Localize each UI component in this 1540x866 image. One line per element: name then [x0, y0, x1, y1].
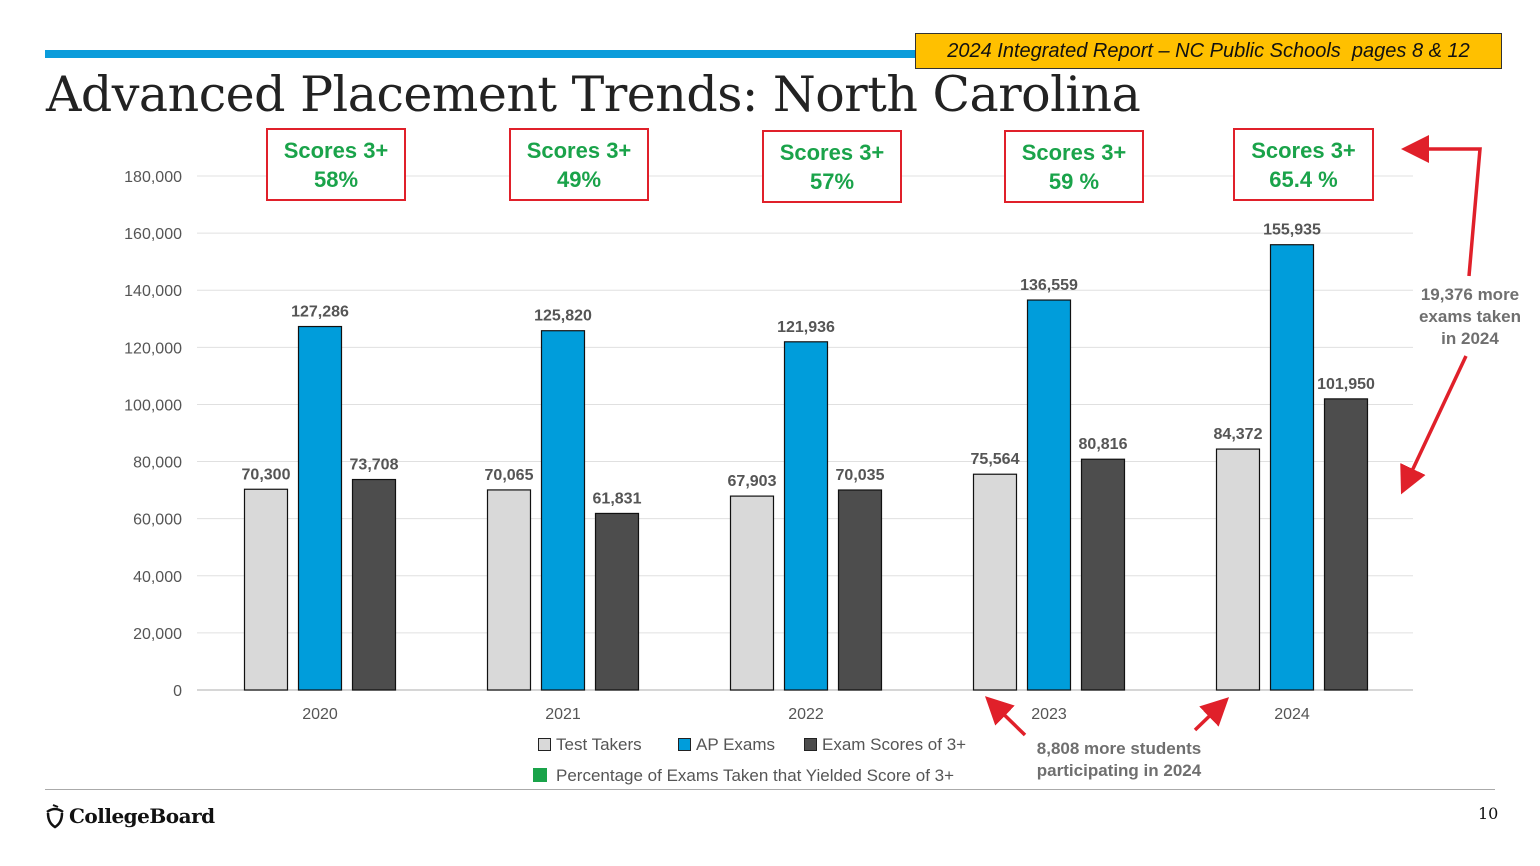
acorn-icon — [46, 804, 64, 829]
x-tick-label: 2021 — [545, 706, 581, 723]
arrow-to-2023-takers — [984, 696, 1027, 737]
y-tick-label: 160,000 — [124, 226, 182, 243]
data-label: 125,820 — [534, 308, 592, 325]
legend-label: Exam Scores of 3+ — [822, 735, 967, 754]
bar — [243, 488, 289, 691]
data-label: 84,372 — [1214, 426, 1263, 443]
score-box-value: 58% — [313, 166, 359, 192]
students-increase-annotation: 8,808 more students participating in 202… — [1024, 738, 1214, 782]
legend-item-ap-exams: AP Exams — [678, 735, 775, 755]
y-tick-label: 100,000 — [124, 397, 182, 414]
data-label: 101,950 — [1317, 376, 1375, 393]
score-box-label: Scores 3+ — [283, 137, 389, 163]
exams-increase-annotation: 19,376 more exams taken in 2024 — [1406, 284, 1534, 350]
bar — [783, 341, 829, 691]
score-box-value: 59 % — [1048, 168, 1100, 194]
bars — [243, 244, 1369, 691]
score-box-label: Scores 3+ — [526, 137, 632, 163]
bar — [1215, 448, 1261, 691]
data-label: 80,816 — [1079, 436, 1128, 453]
bar — [837, 489, 883, 691]
bar — [486, 489, 532, 691]
y-tick-label: 0 — [173, 683, 182, 700]
score-box-2021: Scores 3+ 49% — [509, 128, 649, 201]
score-box-2020: Scores 3+ 58% — [266, 128, 406, 201]
data-label: 70,300 — [242, 466, 291, 483]
x-tick-label: 2020 — [302, 706, 338, 723]
annotation-line: 19,376 more — [1420, 285, 1520, 304]
score-box-label: Scores 3+ — [1021, 139, 1127, 165]
score-box-2023: Scores 3+ 59 % — [1004, 130, 1144, 203]
score-box-label: Scores 3+ — [779, 139, 885, 165]
y-tick-label: 20,000 — [133, 626, 182, 643]
data-label: 61,831 — [593, 490, 642, 507]
annotation-line: 8,808 more students — [1036, 739, 1202, 758]
score-box-value: 65.4 % — [1269, 166, 1338, 192]
data-label: 121,936 — [777, 319, 835, 336]
x-axis-ticks: 2020 2021 2022 2023 2024 — [302, 706, 1310, 723]
footer-divider — [45, 789, 1495, 790]
legend-swatch — [533, 768, 547, 782]
y-tick-label: 120,000 — [124, 340, 182, 357]
data-label: 75,564 — [971, 451, 1020, 468]
annotation-arrows — [984, 135, 1482, 737]
logo-text: CollegeBoard — [69, 804, 215, 828]
y-tick-label: 180,000 — [124, 169, 182, 186]
page-title: Advanced Placement Trends: North Carolin… — [46, 66, 1141, 123]
bar — [1269, 244, 1315, 691]
annotation-line: participating in 2024 — [1036, 761, 1202, 780]
page-number: 10 — [1478, 804, 1499, 823]
legend-item-percentage: Percentage of Exams Taken that Yielded S… — [533, 766, 954, 786]
bar — [1323, 398, 1369, 691]
y-tick-label: 140,000 — [124, 283, 182, 300]
data-label: 67,903 — [728, 473, 777, 490]
bar — [1080, 458, 1126, 691]
y-axis-ticks: 0 20,000 40,000 60,000 80,000 100,000 120,000 1… — [124, 169, 182, 700]
arrow-to-exams-top — [1401, 135, 1482, 277]
data-label: 155,935 — [1263, 222, 1321, 239]
y-tick-label: 40,000 — [133, 569, 182, 586]
score-box-2024: Scores 3+ 65.4 % — [1233, 128, 1374, 201]
data-label: 136,559 — [1020, 277, 1078, 294]
legend-label: Percentage of Exams Taken that Yielded S… — [556, 766, 955, 785]
legend-item-test-takers: Test Takers — [538, 735, 642, 755]
data-labels: 70,300 127,286 73,708 70,065 125,820 61,831 67… — [242, 222, 1375, 508]
legend-swatch — [678, 738, 691, 751]
legend-swatch — [538, 738, 551, 751]
arrow-to-2024-takers — [1193, 697, 1230, 732]
bar — [729, 495, 775, 691]
legend-swatch — [804, 738, 817, 751]
data-label: 73,708 — [350, 457, 399, 474]
x-tick-label: 2023 — [1031, 706, 1067, 723]
bar — [972, 473, 1018, 691]
score-box-2022: Scores 3+ 57% — [762, 130, 902, 203]
y-tick-label: 60,000 — [133, 512, 182, 529]
legend-item-scores-3plus: Exam Scores of 3+ — [804, 735, 966, 755]
x-tick-label: 2022 — [788, 706, 824, 723]
annotation-line: exams taken — [1418, 307, 1522, 326]
data-label: 70,065 — [485, 467, 534, 484]
data-label: 70,035 — [836, 467, 885, 484]
bar — [1026, 299, 1072, 691]
collegeboard-logo: CollegeBoard — [45, 803, 215, 829]
data-label: 127,286 — [291, 304, 349, 321]
y-tick-label: 80,000 — [133, 455, 182, 472]
x-tick-label: 2024 — [1274, 706, 1310, 723]
score-box-value: 57% — [809, 168, 855, 194]
bar — [351, 478, 397, 691]
report-reference: 2024 Integrated Report – NC Public Schoo… — [915, 33, 1502, 69]
bar — [297, 325, 343, 691]
bar — [540, 330, 586, 691]
bar — [594, 512, 640, 691]
score-box-value: 49% — [556, 166, 602, 192]
legend-label: Test Takers — [556, 735, 642, 754]
header-accent-bar — [45, 50, 925, 58]
score-box-label: Scores 3+ — [1251, 137, 1356, 163]
legend-label: AP Exams — [696, 735, 776, 754]
arrow-to-exams-bottom — [1400, 355, 1468, 495]
annotation-line: in 2024 — [1441, 329, 1499, 348]
